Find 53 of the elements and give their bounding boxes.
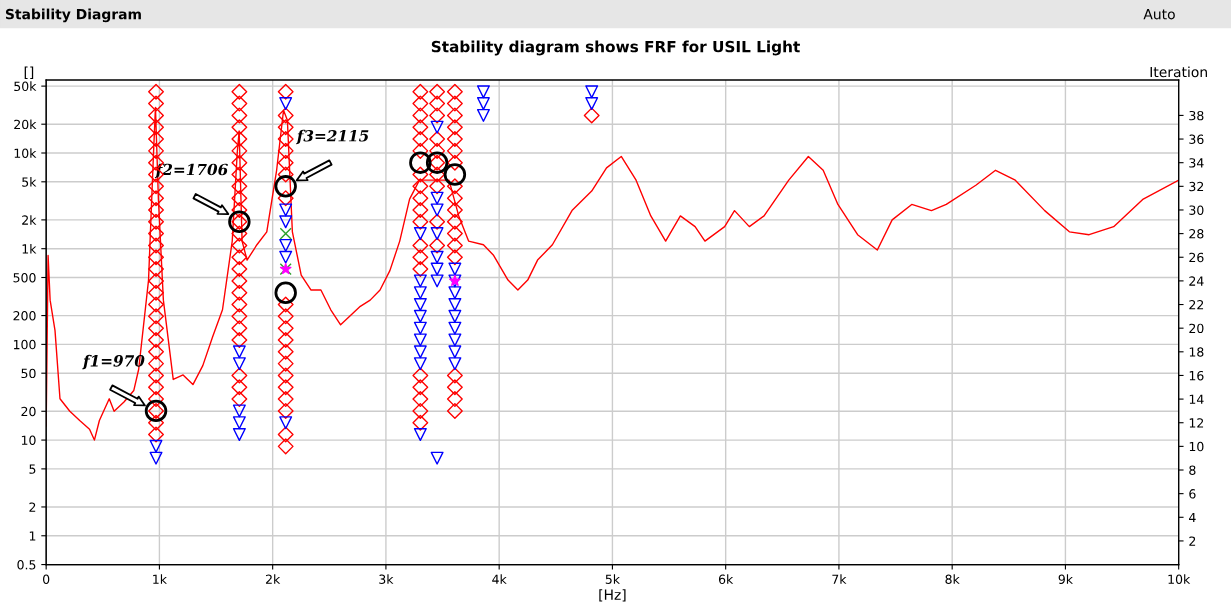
y-tick-label: 1k xyxy=(22,243,37,254)
y2-tick-label: 16 xyxy=(1189,370,1204,381)
y-tick-label: 0.5 xyxy=(17,560,36,570)
y-tick-label: 500 xyxy=(13,272,36,283)
y2-tick-label: 34 xyxy=(1189,158,1204,168)
y2-tick-label: 18 xyxy=(1189,347,1204,357)
y2-tick-label: 32 xyxy=(1189,181,1204,192)
text: Auto xyxy=(1143,9,1175,20)
y-tick-label: 2 xyxy=(29,502,36,512)
y-tick-label: 200 xyxy=(13,311,36,321)
x-tick-label: 10k xyxy=(1168,574,1191,584)
y2-tick-label: 6 xyxy=(1189,489,1196,499)
x-tick-label: 1k xyxy=(153,574,167,584)
x-tick-label: 8k xyxy=(945,574,960,584)
x-tick-label: 7k xyxy=(832,574,847,584)
x-tick-label: 5k xyxy=(605,574,620,584)
y2-tick-label: 38 xyxy=(1189,110,1204,121)
y2-tick-label: 20 xyxy=(1189,323,1204,334)
y-tick-label: 10 xyxy=(21,435,36,445)
annotation: f3=2115 xyxy=(295,129,369,145)
chart-subtitle: Stability diagram shows FRF for USIL Light xyxy=(431,40,800,56)
y2-axis-title: Iteration xyxy=(1150,66,1207,78)
y2-tick-label: 26 xyxy=(1189,252,1204,263)
y2-tick-label: 24 xyxy=(1189,276,1204,286)
y2-tick-label: 2 xyxy=(1189,536,1196,546)
y2-tick-label: 10 xyxy=(1189,441,1204,452)
x-tick-label: 4k xyxy=(492,574,507,584)
chart-title: Stability Diagram xyxy=(5,8,141,23)
y-tick-label: 50k xyxy=(14,81,37,92)
y-tick-label: 1 xyxy=(29,531,36,541)
y-tick-label: 5k xyxy=(22,177,37,187)
y2-tick-label: 30 xyxy=(1189,205,1204,215)
y2-tick-label: 28 xyxy=(1189,229,1204,239)
x-axis-title: [Hz] xyxy=(599,589,626,602)
y2-tick-label: 12 xyxy=(1189,418,1204,428)
y-tick-label: 20k xyxy=(14,119,37,130)
x-tick-label: 0 xyxy=(43,574,50,584)
x-tick-label: 2k xyxy=(265,574,281,584)
x-tick-label: 6k xyxy=(718,574,734,584)
y-tick-label: 50 xyxy=(21,368,36,379)
y-tick-label: 100 xyxy=(13,339,36,350)
y-tick-label: 10k xyxy=(14,148,37,158)
y-tick-label: 2k xyxy=(22,215,37,225)
y-tick-label: 20 xyxy=(21,406,36,417)
y2-tick-label: 14 xyxy=(1189,394,1204,404)
y2-tick-label: 22 xyxy=(1189,300,1204,310)
y-tick-label: 5 xyxy=(29,464,36,474)
y2-tick-label: 8 xyxy=(1189,465,1196,475)
y2-tick-label: 36 xyxy=(1189,134,1204,144)
x-tick-label: 9k xyxy=(1058,574,1073,584)
y2-tick-label: 4 xyxy=(1189,512,1196,523)
y-axis-title: [] xyxy=(24,66,34,79)
x-tick-label: 3k xyxy=(379,574,394,584)
